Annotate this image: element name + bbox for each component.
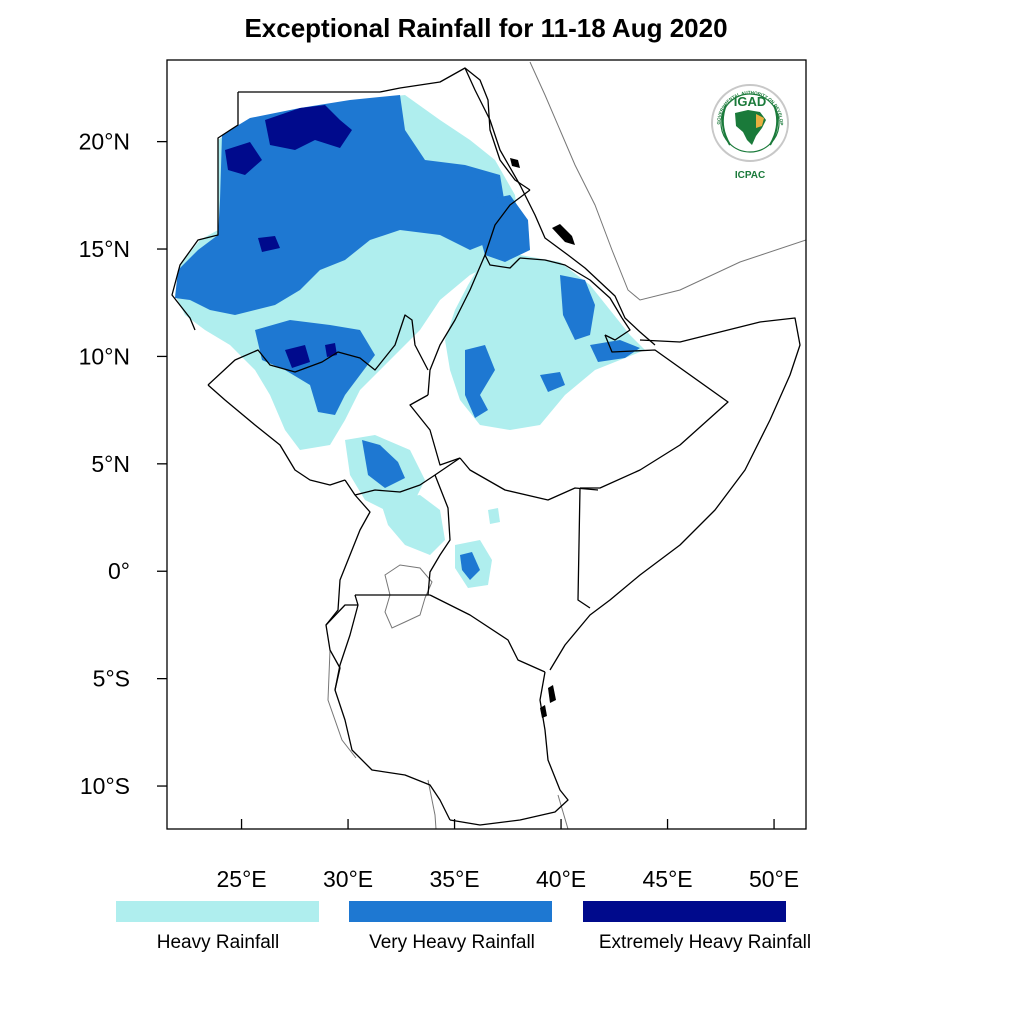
y-tick-label: 20°N [79,129,130,155]
y-tick-label: 0° [108,558,130,584]
rufiji-line [557,794,569,829]
x-axis: 25°E 30°E 35°E 40°E 45°E 50°E [216,819,799,892]
uganda-kenya-border [427,474,451,596]
red-sea-west-coast [464,67,656,346]
lake-tanganyika-line [327,649,357,759]
very-heavy-rainfall-areas [175,95,640,580]
extremely-heavy-rainfall-area-5 [325,343,337,357]
x-tick-label: 30°E [323,866,373,892]
legend-swatch-extremely-heavy-rainfall [583,901,786,922]
map-frame [166,59,807,830]
x-tick-label: 25°E [216,866,266,892]
laurel-left-icon [721,104,731,146]
y-axis: 20°N 15°N 10°N 5°N 0° 5°S 10°S [79,129,167,799]
red-sea-east-coast [529,61,806,301]
heavy-rainfall-area-uganda [380,495,445,555]
sudan-egypt-border [238,67,531,191]
lake-victoria-outline [384,564,433,629]
legend: Heavy Rainfall Very Heavy Rainfall Extre… [116,901,811,953]
y-tick-label: 5°N [91,451,130,477]
igad-region-highlight-icon [756,114,764,128]
heavy-rainfall-area-kenya-north [488,508,500,524]
kenya-tanzania-border [429,594,546,673]
tanzania-west-border [334,594,451,821]
zanzibar-island [548,685,556,703]
extremely-heavy-rainfall-area-2 [225,142,262,175]
djibouti-border [604,317,631,341]
car-border [207,384,346,486]
very-heavy-rainfall-area-darfur [255,320,375,415]
somalia-coast [549,317,801,671]
x-tick-label: 50°E [749,866,799,892]
dahlak-islands [552,224,575,245]
legend-label-heavy-rainfall: Heavy Rainfall [157,932,280,953]
sudan-north-border [171,92,239,331]
south-sudan-uganda-border [354,457,461,496]
heavy-rainfall-area-ethiopia [445,255,645,430]
islands [510,158,575,718]
very-heavy-rainfall-area-south-sudan-south [362,440,405,488]
drc-border [325,479,371,691]
very-heavy-rainfall-area-blue-nile [478,195,530,262]
rwanda-burundi-border [325,604,358,626]
eritrea-ethiopia-border [519,257,623,319]
ethiopia-somalia-border [580,334,729,489]
map-title: Exceptional Rainfall for 11-18 Aug 2020 [244,13,727,43]
very-heavy-rainfall-area-ethiopia-east [590,340,640,362]
y-tick-label: 5°S [93,666,130,692]
pemba-island [540,705,547,718]
kenya-somalia-border [577,487,591,609]
extremely-heavy-rainfall-area-1 [265,105,352,150]
y-tick-label: 10°N [79,343,130,369]
legend-label-extremely-heavy-rainfall: Extremely Heavy Rainfall [599,932,811,953]
south-sudan-north-border [207,314,429,386]
country-borders [171,67,801,826]
very-heavy-rainfall-area-ethiopia-west [465,345,495,418]
very-heavy-rainfall-area-kenya [460,552,480,580]
legend-swatch-very-heavy-rainfall [349,901,552,922]
logo-top-text: IGAD [734,94,767,109]
legend-swatch-heavy-rainfall [116,901,319,922]
extremely-heavy-rainfall-areas [225,105,352,368]
x-tick-label: 35°E [429,866,479,892]
ethiopia-south-sudan-border [409,394,461,466]
very-heavy-rainfall-area-north [175,95,505,315]
red-sea-islands [510,158,520,168]
very-heavy-rainfall-area-ethiopia-north [560,275,595,340]
coastline-lines [327,61,806,829]
ethiopia-sudan-border [427,254,486,396]
very-heavy-rainfall-area-ethiopia-center [540,372,565,392]
laurel-right-icon [769,104,779,146]
lake-malawi-line [427,779,437,829]
logo-bottom-text: ICPAC [735,170,765,181]
ethiopia-kenya-border [459,457,599,501]
x-tick-label: 40°E [536,866,586,892]
extremely-heavy-rainfall-area-4 [285,345,310,368]
x-tick-label: 45°E [642,866,692,892]
extremely-heavy-rainfall-area-3 [258,236,280,252]
y-tick-label: 10°S [80,773,130,799]
legend-label-very-heavy-rainfall: Very Heavy Rainfall [369,932,535,953]
y-tick-label: 15°N [79,236,130,262]
map-area [171,61,806,829]
